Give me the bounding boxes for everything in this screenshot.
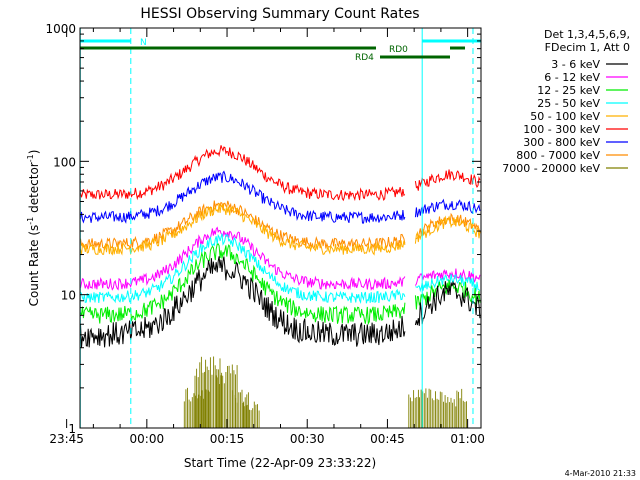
series-layer bbox=[80, 145, 481, 428]
y-tick-label-3: 1000 bbox=[45, 22, 76, 36]
x-tick-label-4: 00:45 bbox=[370, 432, 405, 446]
rd0-annotation: RD0 bbox=[389, 45, 408, 55]
x-tick-label-1: 00:00 bbox=[130, 432, 165, 446]
y-tick-label-0: 1 bbox=[68, 422, 76, 436]
series-line-7 bbox=[80, 200, 481, 251]
plot-frame bbox=[79, 27, 482, 429]
legend-label-2: 12 - 25 keV bbox=[537, 84, 600, 97]
series-line-1 bbox=[80, 226, 481, 291]
series-line-2 bbox=[80, 243, 481, 326]
y-axis-label: Count Rate (s-1 detector-1) bbox=[26, 150, 41, 307]
legend-label-5: 100 - 300 keV bbox=[523, 123, 600, 136]
x-tick-label-2: 00:15 bbox=[210, 432, 245, 446]
overlay-layer bbox=[79, 28, 481, 428]
series-line-6 bbox=[80, 170, 481, 224]
y-tick-label-2: 100 bbox=[53, 155, 76, 169]
x-axis-label: Start Time (22-Apr-09 23:33:22) bbox=[184, 456, 376, 470]
legend: Det 1,3,4,5,6,9, FDecim 1, Att 0 3 - 6 k… bbox=[502, 28, 630, 175]
y-label-part3: ) bbox=[27, 150, 41, 155]
legend-header-1: Det 1,3,4,5,6,9, bbox=[544, 28, 630, 41]
x-tick-label-3: 00:30 bbox=[290, 432, 325, 446]
legend-label-6: 300 - 800 keV bbox=[523, 136, 600, 149]
x-tick-label-5: 01:00 bbox=[450, 432, 485, 446]
legend-label-7: 800 - 7000 keV bbox=[516, 149, 600, 162]
rd4-annotation: RD4 bbox=[355, 53, 374, 63]
y-label-part2: detector bbox=[27, 162, 41, 217]
legend-label-3: 25 - 50 keV bbox=[537, 97, 600, 110]
x-axis: 23:45 00:00 00:15 00:30 00:45 01:00 bbox=[49, 28, 485, 446]
legend-label-4: 50 - 100 keV bbox=[530, 110, 600, 123]
y-label-part1: Count Rate (s bbox=[27, 225, 41, 307]
y-label-sup1: -1 bbox=[26, 217, 35, 225]
legend-label-1: 6 - 12 keV bbox=[544, 71, 600, 84]
x-tick-label-0: 23:45 bbox=[49, 432, 84, 446]
series-line-0 bbox=[80, 256, 481, 348]
footer-timestamp: 4-Mar-2010 21:33 bbox=[565, 469, 636, 478]
y-axis: 1 10 100 1000 bbox=[45, 22, 481, 436]
series-line-3 bbox=[80, 233, 481, 304]
series-line-5 bbox=[80, 145, 481, 202]
legend-label-0: 3 - 6 keV bbox=[551, 58, 600, 71]
y-label-sup2: -1 bbox=[26, 154, 35, 162]
y-tick-label-1: 10 bbox=[61, 289, 76, 303]
series-line-4 bbox=[80, 203, 481, 256]
n-annotation: N bbox=[140, 38, 147, 48]
chart-title: HESSI Observing Summary Count Rates bbox=[140, 6, 419, 22]
legend-label-8: 7000 - 20000 keV bbox=[502, 162, 600, 175]
legend-header-2: FDecim 1, Att 0 bbox=[545, 41, 630, 54]
